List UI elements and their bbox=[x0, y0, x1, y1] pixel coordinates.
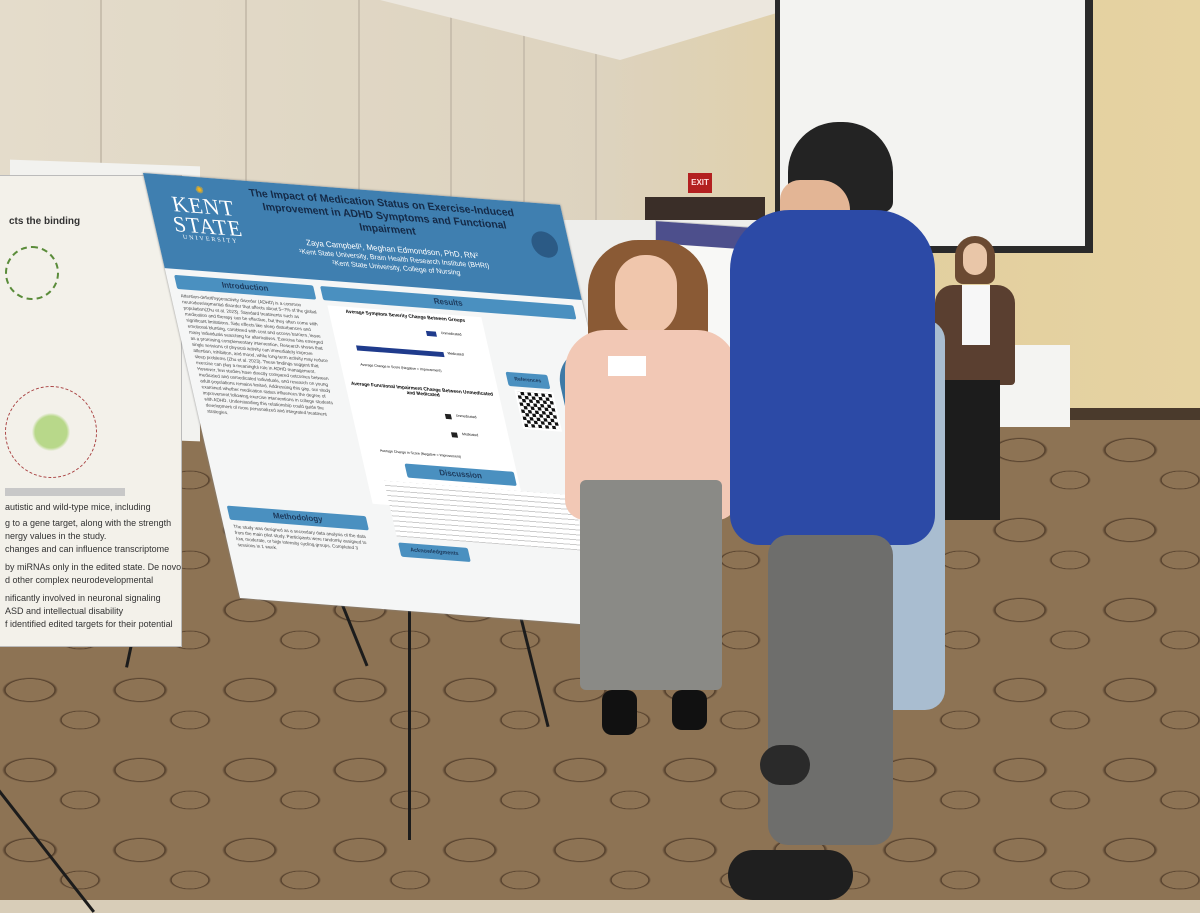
left-poster-text: ASD and intellectual disability bbox=[5, 606, 124, 616]
background-person-face bbox=[963, 243, 987, 275]
left-poster-text: changes and can influence transcriptome bbox=[5, 544, 170, 554]
left-poster-text: by miRNAs only in the edited state. De n… bbox=[5, 562, 182, 572]
bar-label: Unmedicated bbox=[455, 413, 477, 420]
circular-plot bbox=[5, 246, 59, 300]
background-person-trousers bbox=[945, 380, 1000, 520]
qr-code[interactable] bbox=[514, 389, 563, 432]
left-poster-text: g to a gene target, along with the stren… bbox=[5, 518, 172, 528]
blue-hoodie bbox=[730, 210, 935, 545]
axis-label: Average Change in Score (Negative = Impr… bbox=[359, 362, 442, 373]
left-poster-text: nergy values in the study. bbox=[5, 531, 107, 541]
wall-panel-seam bbox=[358, 0, 360, 235]
wall-panel-seam bbox=[100, 0, 102, 235]
wall-panel-seam bbox=[245, 0, 247, 235]
chart-title: Average Functional Impairment Change Bet… bbox=[350, 381, 494, 399]
legend-bar bbox=[5, 488, 125, 496]
bar-label: Medicated bbox=[461, 432, 479, 438]
presenter-shoe bbox=[672, 690, 707, 730]
left-poster-heading: cts the binding bbox=[9, 216, 81, 227]
bar-medicated bbox=[356, 345, 445, 358]
institute-logo bbox=[528, 230, 561, 259]
left-poster: cts the binding autistic and wild-type m… bbox=[0, 175, 182, 647]
wall-panel-seam bbox=[523, 0, 525, 235]
exit-sign: EXIT bbox=[688, 173, 712, 193]
bar-medicated bbox=[450, 432, 459, 438]
methodology-text: The study was designed as a secondary da… bbox=[232, 523, 367, 551]
left-poster-text: d other complex neurodevelopmental bbox=[5, 575, 154, 585]
wall-panel-seam bbox=[595, 0, 597, 235]
circular-plot bbox=[5, 386, 97, 478]
bar-label: Unmedicated bbox=[440, 331, 462, 337]
discussion-text bbox=[383, 480, 586, 551]
baseboard bbox=[1060, 408, 1200, 420]
bar-unmedicated bbox=[425, 330, 437, 337]
background-person-shirt bbox=[962, 285, 990, 345]
presenter-shoe bbox=[602, 690, 637, 735]
presenter-face bbox=[615, 255, 677, 335]
left-poster-text: autistic and wild-type mice, including bbox=[5, 502, 151, 512]
bar-unmedicated bbox=[444, 413, 452, 420]
section-references: References bbox=[505, 371, 551, 390]
name-badge bbox=[608, 356, 646, 376]
section-acknowledgments: Acknowledgments bbox=[398, 542, 471, 563]
wall-panel-seam bbox=[450, 0, 452, 235]
presenter-trousers bbox=[580, 480, 722, 690]
axis-label: Average Change in Score (Negative = Impr… bbox=[379, 448, 462, 459]
left-poster-text: nificantly involved in neuronal signalin… bbox=[5, 593, 161, 603]
chart-title: Average Symptom Severity Change Between … bbox=[345, 309, 466, 324]
kent-state-logo: ✺ KENT STATE UNIVERSITY bbox=[159, 182, 252, 246]
man-shoe bbox=[728, 850, 853, 900]
left-poster-text: f identified edited targets for their po… bbox=[5, 619, 173, 629]
easel-leg bbox=[408, 540, 411, 840]
man-sweatpants bbox=[768, 535, 893, 845]
man-shoe bbox=[760, 745, 810, 785]
bar-label: Medicated bbox=[447, 351, 465, 357]
